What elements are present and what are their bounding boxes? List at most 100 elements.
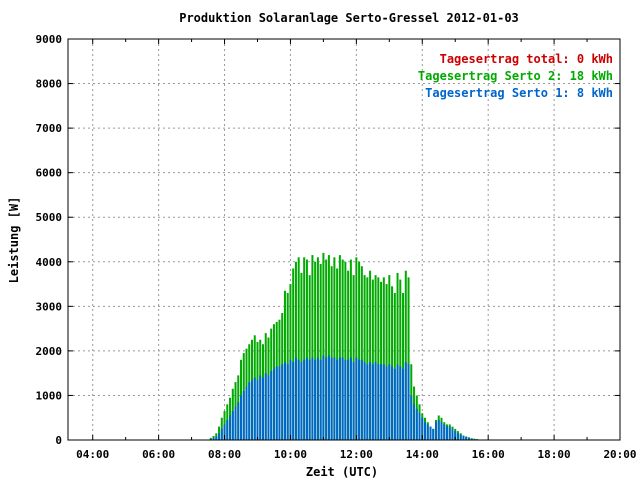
bar-serto-2 (327, 255, 330, 440)
bar-serto-2 (209, 437, 212, 440)
bar-serto-2 (385, 284, 388, 440)
bar-serto-1 (399, 366, 402, 440)
bar-serto-1 (248, 382, 251, 440)
bar-serto-1 (314, 359, 317, 440)
x-axis-label: Zeit (UTC) (306, 465, 378, 479)
bar-serto-1 (212, 437, 215, 440)
bar-serto-1 (341, 357, 344, 440)
bar-serto-1 (319, 359, 322, 440)
y-tick-label: 0 (55, 434, 62, 447)
bar-serto-1 (275, 366, 278, 440)
y-tick-label: 2000 (36, 345, 63, 358)
bar-serto-1 (294, 357, 297, 440)
y-tick-label: 4000 (36, 256, 63, 269)
bar-serto-1 (270, 370, 273, 440)
bar-serto-1 (459, 434, 462, 440)
bar-serto-2 (308, 275, 311, 440)
bar-serto-2 (347, 270, 350, 440)
bar-serto-1 (366, 364, 369, 440)
bar-serto-1 (278, 366, 281, 440)
bar-serto-2 (366, 277, 369, 440)
bar-serto-2 (360, 266, 363, 440)
y-tick-label: 7000 (36, 122, 63, 135)
x-tick-label: 08:00 (208, 448, 241, 461)
bar-serto-1 (215, 436, 218, 440)
bar-serto-2 (330, 266, 333, 440)
y-tick-label: 3000 (36, 300, 63, 313)
bar-serto-1 (316, 357, 319, 440)
bar-serto-1 (443, 424, 446, 440)
bar-serto-2 (322, 252, 325, 440)
bar-serto-1 (363, 362, 366, 440)
bar-serto-2 (404, 270, 407, 440)
x-tick-label: 20:00 (603, 448, 636, 461)
x-tick-label: 14:00 (406, 448, 439, 461)
y-tick-label: 5000 (36, 211, 63, 224)
bar-serto-1 (336, 359, 339, 440)
bar-serto-1 (415, 408, 418, 440)
bar-serto-1 (402, 368, 405, 440)
bar-serto-1 (231, 411, 234, 440)
bar-serto-1 (435, 422, 437, 440)
legend-entry: Tagesertrag total: 0 kWh (440, 52, 613, 66)
grid (68, 39, 620, 440)
bar-serto-1 (330, 357, 333, 440)
plot-frame (67, 38, 621, 441)
bar-serto-2 (292, 268, 295, 440)
bar-serto-1 (374, 362, 377, 440)
chart-title: Produktion Solaranlage Serto-Gressel 201… (179, 11, 519, 25)
bar-serto-1 (303, 359, 306, 440)
bar-serto-1 (349, 357, 352, 440)
bar-serto-1 (297, 359, 300, 440)
bar-serto-1 (360, 359, 363, 440)
bar-serto-1 (305, 357, 308, 440)
bar-serto-2 (382, 277, 385, 440)
legend: Tagesertrag total: 0 kWh Tagesertrag Sert… (418, 52, 613, 100)
x-tick-label: 18:00 (538, 448, 571, 461)
bar-serto-1 (218, 433, 221, 440)
legend-entry: Tagesertrag Serto 2: 18 kWh (418, 69, 613, 83)
x-tick-label: 12:00 (340, 448, 373, 461)
bar-serto-1 (281, 364, 284, 440)
bar-serto-2 (336, 268, 339, 440)
bars-serto-1 (209, 355, 481, 440)
bar-serto-1 (327, 355, 330, 440)
bar-serto-1 (456, 433, 459, 440)
bar-serto-1 (377, 364, 380, 440)
bar-serto-1 (344, 359, 347, 440)
bar-serto-2 (380, 281, 383, 440)
y-tick-label: 6000 (36, 167, 63, 180)
bar-serto-2 (399, 279, 402, 440)
bar-serto-2 (297, 257, 300, 440)
bar-serto-1 (445, 426, 448, 440)
bar-serto-2 (338, 255, 341, 440)
bar-serto-1 (396, 364, 399, 440)
bar-serto-1 (358, 359, 361, 440)
bar-serto-2 (391, 286, 394, 440)
bar-serto-1 (426, 424, 429, 440)
x-tick-label: 10:00 (274, 448, 307, 461)
bar-serto-1 (421, 417, 424, 440)
bar-serto-2 (355, 257, 358, 440)
bar-serto-1 (462, 435, 465, 440)
y-axis-label: Leistung [W] (7, 197, 21, 284)
bar-serto-1 (322, 355, 325, 440)
bar-serto-1 (261, 377, 264, 440)
bar-serto-1 (300, 362, 303, 440)
bar-serto-1 (229, 415, 232, 440)
bar-serto-1 (333, 357, 336, 440)
bar-serto-1 (352, 362, 355, 440)
legend-entry: Tagesertrag Serto 1: 8 kWh (425, 86, 613, 100)
bar-serto-2 (396, 272, 399, 440)
bar-serto-2 (393, 292, 396, 440)
bar-serto-1 (380, 364, 383, 440)
bar-serto-1 (311, 357, 314, 440)
bar-serto-1 (245, 386, 248, 440)
bar-serto-2 (374, 275, 377, 440)
bar-serto-2 (319, 264, 322, 440)
bar-serto-2 (363, 275, 366, 440)
bar-serto-1 (407, 364, 410, 440)
bar-serto-1 (393, 368, 396, 440)
bar-serto-1 (253, 377, 256, 440)
